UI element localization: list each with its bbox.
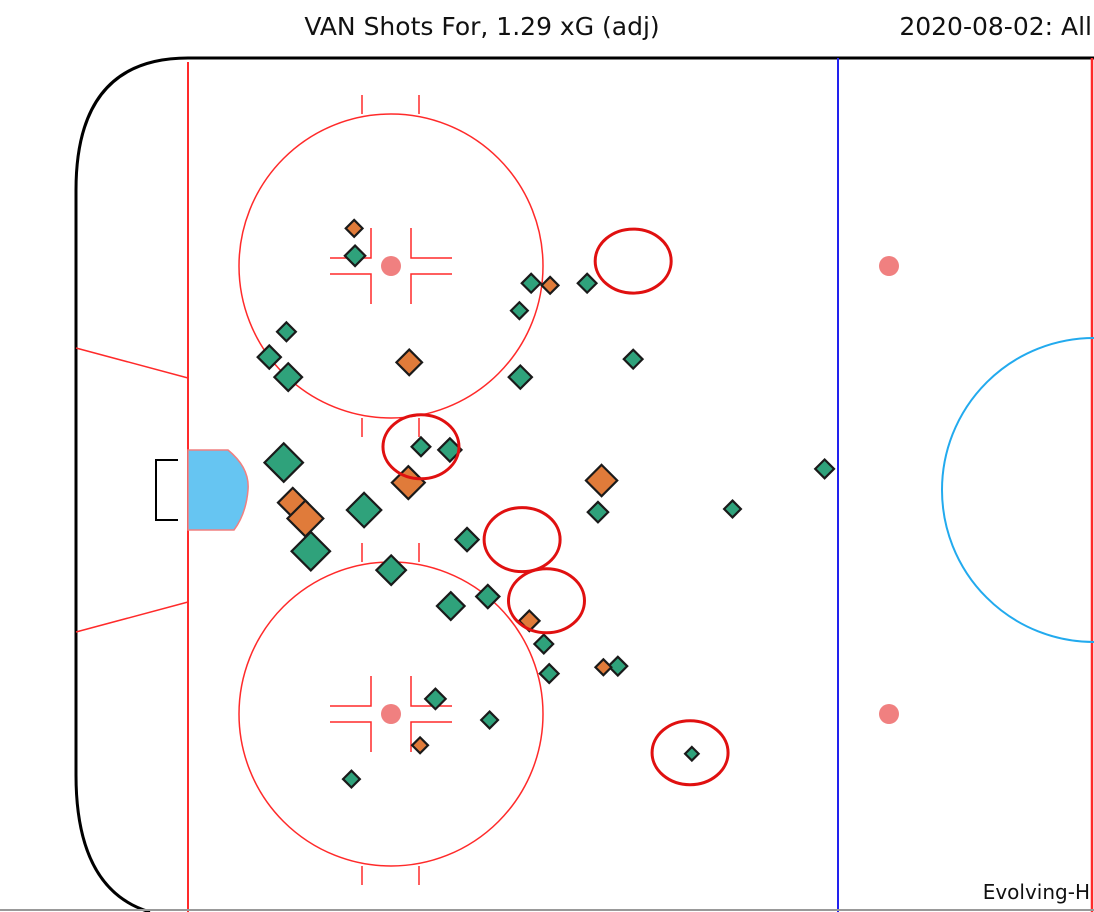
rink-boards	[74, 56, 1094, 912]
neutral-dot-bottom	[879, 704, 899, 724]
shot-marker	[410, 435, 432, 458]
chart-subtitle: 2020-08-02: All	[899, 12, 1092, 41]
goal-net	[155, 459, 178, 521]
goal-crease	[187, 449, 249, 531]
highlight-circle	[482, 506, 562, 574]
shot-marker	[256, 343, 283, 371]
shot-marker	[722, 499, 743, 519]
shot-marker	[453, 526, 481, 553]
trapezoid-top	[75, 347, 189, 379]
highlight-circle	[506, 567, 586, 635]
shot-marker	[606, 655, 629, 678]
goal-marker	[394, 347, 424, 377]
neutral-dot-top	[879, 256, 899, 276]
shot-marker	[341, 769, 362, 790]
chart-title: VAN Shots For, 1.29 xG (adj)	[304, 12, 660, 41]
trapezoid-bottom	[75, 601, 189, 633]
credit-text: Evolving-H	[982, 880, 1090, 904]
shot-marker	[813, 457, 836, 480]
goal-marker	[540, 275, 561, 296]
shot-marker	[374, 553, 408, 587]
faceoff-dot-bottom-left	[381, 704, 401, 724]
center-ice-circle	[941, 337, 1094, 643]
goal-marker	[344, 218, 365, 239]
shot-marker	[532, 633, 555, 655]
goal-marker	[584, 463, 619, 498]
shot-marker	[275, 320, 298, 343]
shot-marker	[520, 272, 543, 295]
goal-marker	[410, 735, 430, 755]
shot-marker	[509, 300, 530, 321]
shot-marker	[290, 530, 332, 572]
shot-marker	[586, 500, 610, 524]
shot-marker	[683, 745, 701, 763]
shot-marker	[479, 710, 500, 730]
faceoff-circle-top	[238, 95, 544, 437]
shot-marker	[474, 583, 501, 610]
shot-marker	[262, 441, 305, 484]
shot-marker	[272, 361, 304, 393]
highlight-circle	[650, 719, 730, 787]
highlight-circles	[381, 227, 730, 787]
shot-marker	[345, 491, 383, 529]
highlight-circle	[593, 227, 673, 295]
highlight-circle	[381, 413, 461, 481]
shot-marker	[576, 272, 599, 295]
shot-marker	[343, 244, 367, 268]
shot-marker	[538, 662, 561, 685]
goal-marker	[285, 499, 325, 538]
shot-marker	[622, 348, 645, 371]
shot-marker	[507, 363, 534, 391]
faceoff-dot-top-left	[381, 256, 401, 276]
shot-markers	[256, 218, 836, 790]
shot-marker	[435, 590, 467, 622]
goal-marker	[593, 657, 613, 677]
shot-marker	[423, 687, 448, 711]
